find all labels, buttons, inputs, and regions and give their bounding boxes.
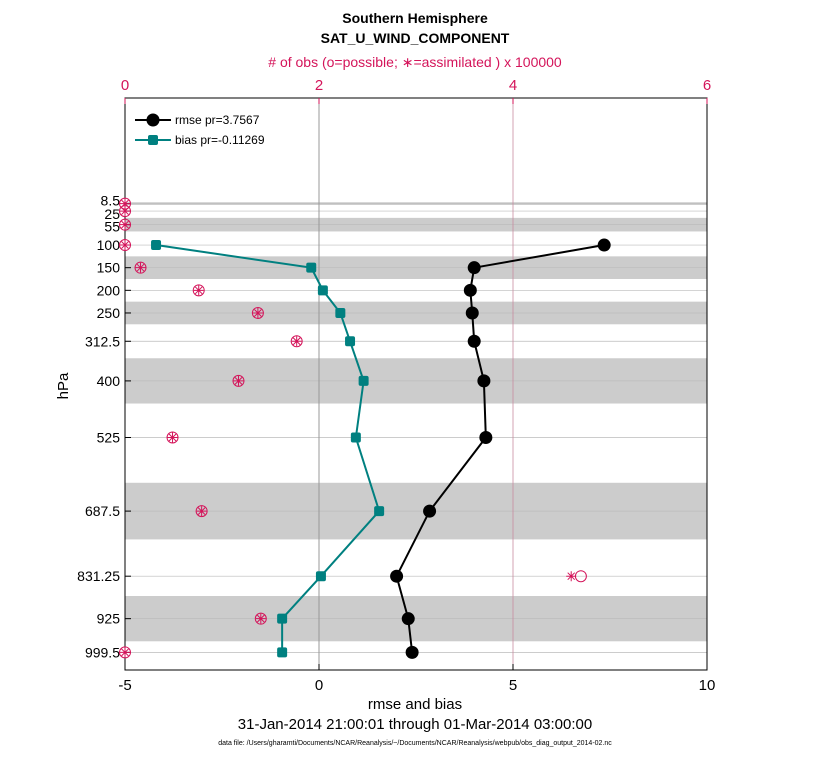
obs-possible-marker — [254, 612, 267, 625]
y-tick-label: 687.5 — [85, 503, 120, 519]
legend-label: bias pr=-0.11269 — [175, 133, 265, 147]
obs-possible-marker — [192, 284, 205, 297]
obs-assimilated-marker — [120, 219, 130, 230]
obs-possible-marker — [119, 239, 131, 252]
data-file-footnote: data file: /Users/gharamti/Documents/NCA… — [218, 740, 612, 747]
obs-assimilated-marker — [135, 262, 146, 273]
x-tick-label: 0 — [315, 677, 323, 694]
legend-rmse-marker — [146, 113, 160, 127]
obs-possible-marker — [232, 374, 245, 387]
bias-point — [374, 506, 385, 517]
y-tick-label: 25 — [104, 206, 120, 222]
rmse-point — [467, 334, 481, 348]
bias-point — [277, 613, 288, 624]
y-tick-label: 831.25 — [77, 568, 120, 584]
obs-possible-marker — [119, 218, 131, 231]
obs-possible-marker — [195, 505, 208, 518]
obs-assimilated-marker — [252, 307, 263, 318]
legend-bias-marker — [148, 135, 158, 145]
x-tick-label: 5 — [509, 677, 517, 694]
bias-point — [151, 240, 162, 251]
plot-frame — [124, 97, 708, 671]
obs-possible-marker — [290, 335, 303, 348]
y-axis-label: hPa — [55, 372, 72, 399]
bias-point — [315, 571, 326, 582]
y-tick-label: 200 — [97, 282, 121, 298]
x-tick-label: 10 — [699, 677, 716, 694]
bias-point — [335, 307, 346, 318]
rmse-point — [423, 504, 437, 518]
y-tick-label: 312.5 — [85, 333, 120, 349]
bias-point — [306, 262, 317, 273]
y-tick-label: 525 — [97, 430, 121, 446]
rmse-point — [477, 374, 491, 388]
y-tick-label: 925 — [97, 611, 121, 627]
obs-assimilated-marker — [120, 206, 130, 217]
top-tick-label: 4 — [509, 77, 517, 94]
top-tick-label: 2 — [315, 77, 323, 94]
obs-possible-marker — [134, 261, 147, 274]
top-tick-label: 6 — [703, 77, 711, 94]
y-tick-label: 55 — [104, 219, 120, 235]
y-tick-label: 250 — [97, 305, 121, 321]
chart-subtitle: SAT_U_WIND_COMPONENT — [320, 30, 510, 46]
obs-assimilated-marker — [120, 647, 130, 658]
y-tick-label: 8.5 — [101, 193, 121, 209]
rmse-point — [405, 645, 419, 659]
obs-possible-marker — [119, 205, 131, 218]
rmse-point — [465, 306, 479, 320]
x-axis-label: rmse and bias — [367, 696, 463, 713]
bias-point — [350, 432, 361, 443]
rmse-point — [390, 569, 404, 583]
top-axis-label: # of obs (o=possible; ∗=assimilated ) x … — [268, 54, 562, 70]
obs-assimilated-marker — [255, 613, 266, 624]
legend-label: rmse pr=3.7567 — [175, 113, 260, 127]
obs-assimilated-marker — [167, 432, 178, 443]
y-tick-label: 999.5 — [85, 644, 120, 660]
date-range-label: 31-Jan-2014 21:00:01 through 01-Mar-2014… — [237, 716, 593, 733]
rmse-point — [463, 283, 477, 297]
obs-assimilated-marker — [566, 571, 577, 582]
obs-possible-marker — [166, 431, 179, 444]
obs-assimilated-marker — [120, 240, 130, 251]
bias-point — [358, 375, 369, 386]
rmse-point — [597, 238, 611, 252]
rmse-point — [479, 431, 493, 445]
obs-possible-marker — [119, 646, 131, 659]
obs-assimilated-marker — [233, 375, 244, 386]
bias-point — [317, 285, 328, 296]
obs-assimilated-marker — [196, 506, 207, 517]
obs-assimilated-marker — [291, 336, 302, 347]
y-tick-label: 100 — [97, 237, 121, 253]
bias-point — [345, 336, 356, 347]
obs-assimilated-marker — [120, 198, 130, 209]
obs-assimilated-marker — [193, 285, 204, 296]
rmse-point — [467, 261, 481, 275]
top-tick-label: 0 — [121, 77, 129, 94]
chart-title: Southern Hemisphere — [342, 10, 488, 26]
x-tick-label: -5 — [118, 677, 131, 694]
bias-point — [277, 647, 288, 658]
y-tick-label: 150 — [97, 260, 121, 276]
y-tick-label: 400 — [97, 373, 121, 389]
obs-possible-marker — [251, 306, 264, 319]
rmse-point — [401, 612, 415, 626]
